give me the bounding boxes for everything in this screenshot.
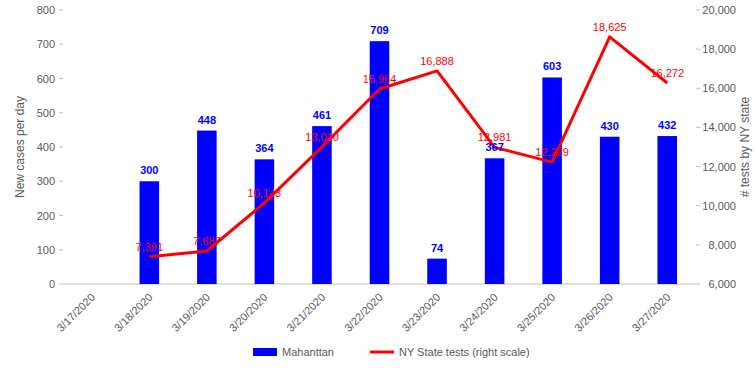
y-tick: [59, 44, 63, 45]
y2-tick: [696, 10, 700, 11]
x-tick-label: 3/20/2020: [227, 291, 270, 334]
legend-swatch: [253, 348, 277, 356]
y-tick-label: 300: [37, 175, 55, 187]
bar: [542, 77, 562, 284]
line-label: 15,964: [363, 73, 397, 85]
bar: [657, 136, 677, 284]
line-label: 18,625: [593, 21, 627, 33]
y2-tick: [696, 166, 700, 167]
y-tick-label: 700: [37, 38, 55, 50]
bar-label: 300: [140, 164, 158, 176]
bar-label: 74: [431, 242, 444, 254]
bar: [197, 131, 217, 284]
bar-label: 432: [658, 119, 676, 131]
y2-tick: [696, 284, 700, 285]
bar-label: 364: [255, 142, 274, 154]
y2-tick: [696, 205, 700, 206]
y2-axis-title: # tests by NY state: [738, 96, 752, 197]
line-label: 10,143: [248, 187, 282, 199]
x-tick-label: 3/22/2020: [342, 291, 385, 334]
y2-tick-label: 8,000: [708, 239, 736, 251]
line-label: 7,391: [136, 241, 164, 253]
y-tick: [59, 284, 63, 285]
y-tick: [59, 249, 63, 250]
y-tick: [59, 10, 63, 11]
y-tick: [59, 147, 63, 148]
bar: [427, 259, 447, 284]
line-label: 12,229: [535, 146, 569, 158]
y-tick-label: 100: [37, 244, 55, 256]
y-tick-label: 600: [37, 73, 55, 85]
line: [149, 37, 667, 257]
x-tick-label: 3/23/2020: [399, 291, 442, 334]
bar: [255, 159, 275, 284]
x-tick-label: 3/25/2020: [514, 291, 557, 334]
y2-tick: [696, 49, 700, 50]
line-label: 12,981: [478, 131, 512, 143]
bar-label: 430: [601, 120, 619, 132]
y2-tick: [696, 88, 700, 89]
x-tick-label: 3/18/2020: [112, 291, 155, 334]
x-tick-label: 3/21/2020: [284, 291, 327, 334]
line-label: 16,272: [650, 67, 684, 79]
x-tick-label: 3/17/2020: [54, 291, 97, 334]
x-tick-label: 3/27/2020: [630, 291, 673, 334]
y-axis-title: New cases per day: [13, 96, 27, 198]
bar: [140, 181, 160, 284]
y-tick-label: 500: [37, 107, 55, 119]
bar: [600, 137, 620, 284]
bar-label: 448: [198, 114, 216, 126]
y-tick: [59, 112, 63, 113]
bar-label: 709: [370, 24, 388, 36]
y2-tick: [696, 127, 700, 128]
y2-tick-label: 6,000: [708, 278, 736, 290]
y2-tick-label: 12,000: [702, 161, 736, 173]
legend: Mahanttan NY State tests (right scale): [253, 346, 530, 358]
y-tick-label: 0: [49, 278, 55, 290]
line-label: 7,687: [193, 235, 221, 247]
chart: 0 100 200 300 400 500 600 700 800 6,000 8,000 10,00…: [0, 0, 756, 374]
bar-label: 461: [313, 109, 331, 121]
y-tick: [59, 78, 63, 79]
x-tick-label: 3/24/2020: [457, 291, 500, 334]
legend-label: NY State tests (right scale): [399, 346, 530, 358]
plot-marks: [140, 37, 677, 284]
x-tick-label: 3/19/2020: [169, 291, 212, 334]
line-label: 16,888: [420, 55, 454, 67]
y2-tick-label: 18,000: [702, 43, 736, 55]
y-tick: [59, 181, 63, 182]
data-labels: 300448364461709743676034304327,3917,6871…: [136, 21, 685, 254]
bar: [485, 158, 505, 284]
x-tick-label: 3/26/2020: [572, 291, 615, 334]
y2-tick: [696, 244, 700, 245]
y-tick: [59, 215, 63, 216]
y-tick-label: 800: [37, 4, 55, 16]
legend-swatch: [370, 351, 394, 354]
y2-tick-label: 20,000: [702, 4, 736, 16]
y-tick-label: 200: [37, 210, 55, 222]
legend-label: Mahanttan: [282, 346, 334, 358]
y2-tick-label: 10,000: [702, 200, 736, 212]
bar-label: 603: [543, 60, 561, 72]
y2-tick-label: 16,000: [702, 82, 736, 94]
bar: [312, 126, 332, 284]
line-label: 13,010: [305, 131, 339, 143]
y-tick-label: 400: [37, 141, 55, 153]
y2-tick-label: 14,000: [702, 121, 736, 133]
